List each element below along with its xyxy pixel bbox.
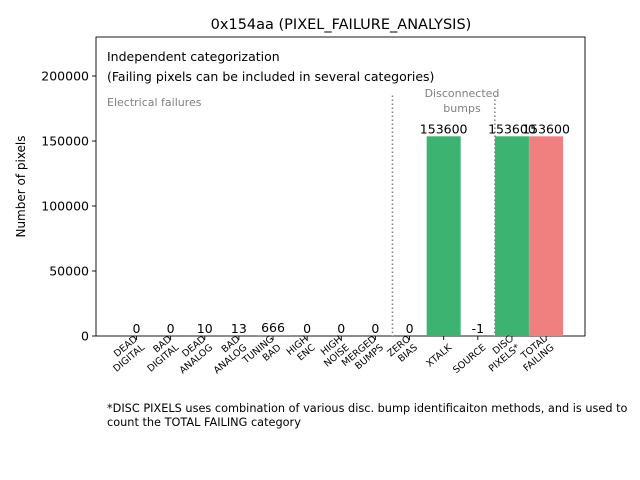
bars (187, 136, 564, 337)
bar-value-label: 0 (337, 321, 345, 336)
bar-value-label: 0 (371, 321, 379, 336)
y-axis-ticks: 0 50000 100000 150000 200000 (41, 69, 96, 344)
x-tick-label: XTALK (424, 342, 454, 370)
y-tick-label: 100000 (41, 199, 89, 214)
bar-value-label: 10 (197, 321, 213, 336)
y-tick-label: 200000 (41, 69, 89, 84)
category-separators (391, 95, 496, 336)
footnote: *DISC PIXELS uses combination of various… (107, 402, 628, 429)
electrical-failures-label: Electrical failures (107, 96, 202, 109)
bar (494, 136, 529, 336)
box-label-line2: (Failing pixels can be included in sever… (107, 69, 434, 84)
bar-value-label: 13 (231, 321, 247, 336)
bar (426, 136, 461, 336)
x-tick-label-line: XTALK (424, 342, 454, 370)
bar-value-label: 0 (406, 321, 414, 336)
x-tick-label-line: SOURCE (451, 342, 488, 376)
plot-area (95, 36, 586, 337)
y-tick-label: 150000 (41, 134, 89, 149)
disconnected-bumps-label-line1: Disconnected (425, 87, 500, 100)
bar-value-label: 0 (133, 321, 141, 336)
bar (529, 136, 564, 336)
bar-value-label: 153600 (420, 121, 468, 136)
bar (256, 335, 291, 336)
bar-value-label: 0 (303, 321, 311, 336)
bar-value-label: 153600 (488, 121, 536, 136)
disconnected-bumps-label-line2: bumps (443, 102, 481, 115)
y-tick-label: 50000 (49, 264, 89, 279)
x-tick-label: SOURCE (451, 342, 488, 376)
bar-value-label: -1 (472, 321, 484, 336)
bar-value-label: 666 (261, 320, 285, 335)
chart-title: 0x154aa (PIXEL_FAILURE_ANALYSIS) (211, 17, 472, 33)
box-label-line1: Independent categorization (107, 49, 280, 64)
y-axis-label: Number of pixels (14, 135, 28, 237)
bar-value-label: 153600 (522, 121, 570, 136)
bar-value-label: 0 (167, 321, 175, 336)
y-tick-label: 0 (81, 329, 89, 344)
